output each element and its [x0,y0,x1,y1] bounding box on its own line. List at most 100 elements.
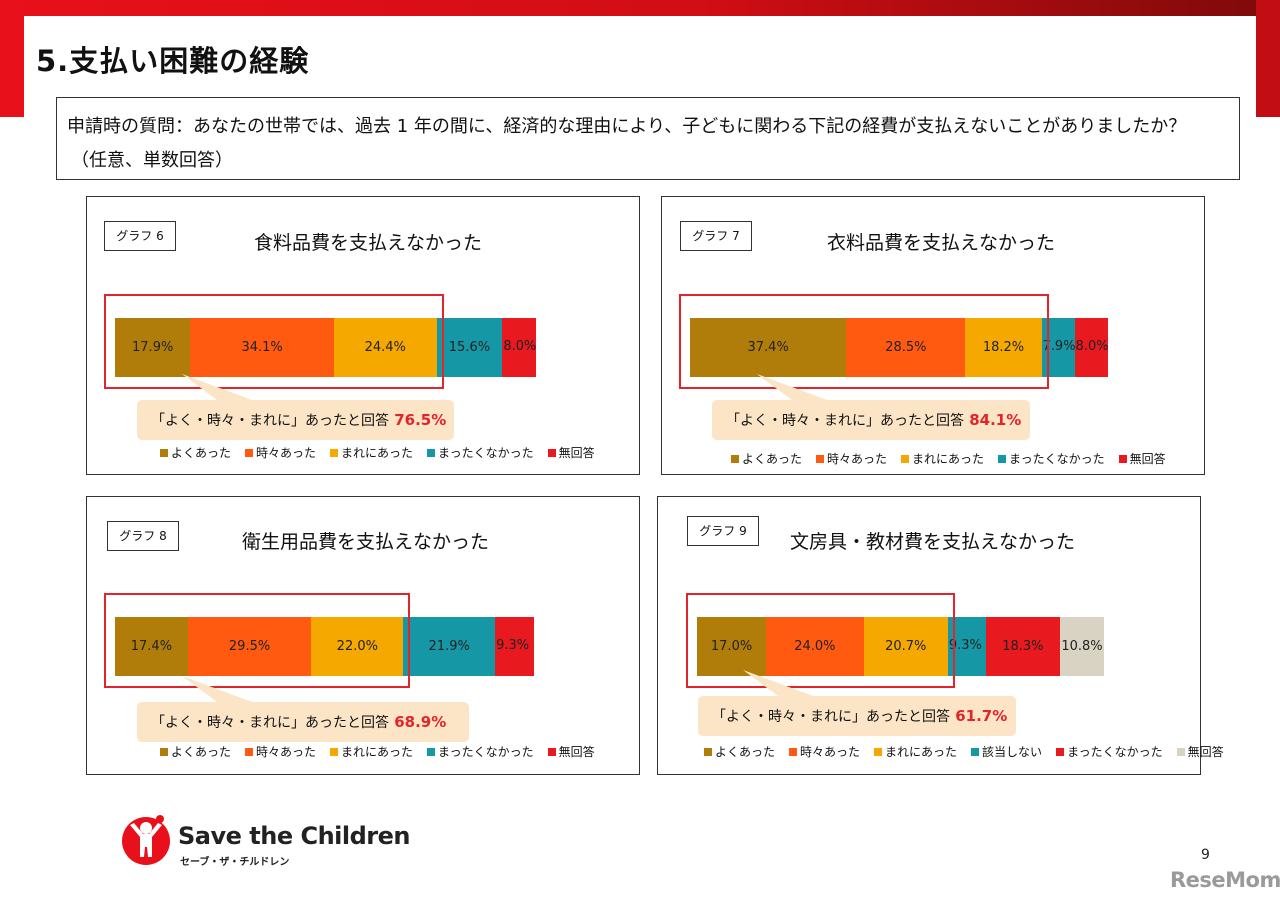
legend-label: まったくなかった [1067,745,1163,759]
bar-segment [495,617,534,676]
legend-swatch [1056,747,1065,756]
legend-swatch [874,747,883,756]
legend-item: よくあった [731,450,802,467]
legend-item: 無回答 [1176,743,1224,760]
legend-swatch [245,448,254,457]
right-accent-bar [1256,0,1280,117]
left-accent-bar [0,0,24,117]
legend-item: 無回答 [547,444,595,461]
chart-title: 文房具・教材費を支払えなかった [790,531,1076,553]
legend-swatch [816,454,825,463]
bar-segment: 18.2% [965,318,1042,377]
legend-label: まったくなかった [438,745,534,759]
legend-label: 該当しない [982,745,1043,759]
legend-label: よくあった [171,446,232,460]
legend-item: まれにあった [901,450,984,467]
page-title: 5.支払い困難の経験 [36,44,310,78]
legend-swatch [704,747,712,756]
save-the-children-logo: Save the Children セーブ・ザ・チルドレン [120,811,410,871]
legend-swatch [245,747,254,756]
graph-label: グラフ 9 [687,516,759,546]
chart-title: 食料品費を支払えなかった [254,232,483,254]
legend-label: まれにあった [912,452,985,466]
legend-item: まったくなかった [427,444,534,461]
legend-swatch [1118,454,1127,463]
question-text: 申請時の質問：あなたの世帯では、過去 1 年の間に、経済的な理由により、子どもに… [67,116,1187,137]
stacked-bar: 37.4% 28.5% 18.2% [690,318,1108,377]
legend-label: 時々あった [827,452,888,466]
legend-label: 無回答 [1129,452,1166,466]
legend-item: 時々あった [245,743,316,760]
question-box: 申請時の質問：あなたの世帯では、過去 1 年の間に、経済的な理由により、子どもに… [56,97,1240,180]
bar-segment [502,318,536,377]
legend-item: よくあった [160,444,231,461]
chart-title: 衣料品費を支払えなかった [827,232,1056,254]
callout-box: 「よく・時々・まれに」あったと回答 68.9% [137,702,469,742]
bar-segment: 17.9% [115,318,191,377]
highlight-box [679,294,1049,389]
legend-swatch [998,454,1007,463]
stacked-bar: 17.9% 34.1% 24.4% 15.6% [115,318,536,377]
bar-segment: 17.4% [115,617,188,676]
callout-text: 「よく・時々・まれに」あったと回答 [151,715,389,731]
legend-swatch [1176,747,1185,756]
legend-item: まったくなかった [1056,743,1163,760]
bar-segment: 20.7% [863,617,948,676]
chart-legend: よくあった 時々あった まれにあった 該当しない まったくなかった 無回答 [704,743,1224,760]
callout-text: 「よく・時々・まれに」あったと回答 [712,709,950,725]
legend-item: まれにあった [330,743,413,760]
logo-subtitle: セーブ・ザ・チルドレン [180,857,290,868]
callout-tail [182,374,252,400]
bar-segment: 21.9% [403,617,496,676]
legend-item: よくあった [704,743,775,760]
legend-item: 時々あった [245,444,316,461]
stacked-bar: 17.0% 24.0% 20.7% 18.3% 10.8% [697,617,1104,676]
legend-item: まったくなかった [427,743,534,760]
highlight-box [104,593,411,688]
bar-segment: 29.5% [187,617,312,676]
stacked-bar: 17.4% 29.5% 22.0% 21.9% [115,617,534,676]
highlight-box [686,593,955,688]
logo-name: Save the Children [178,822,410,850]
legend-label: 時々あった [800,745,861,759]
page-number: 9 [1201,847,1210,863]
data-label: 7.9% [1042,339,1076,354]
data-label: 9.3% [948,638,982,653]
callout-tail [757,374,827,400]
bar-segment: 15.6% [436,318,503,377]
legend-swatch [160,747,168,756]
legend-swatch [731,454,739,463]
legend-swatch [427,448,436,457]
legend-item: 時々あった [816,450,887,467]
legend-label: 無回答 [1187,745,1224,759]
bar-segment: 22.0% [311,617,404,676]
callout-value: 76.5% [389,411,447,429]
chart-legend: よくあった 時々あった まれにあった まったくなかった 無回答 [160,743,595,760]
callout-tail [743,670,813,696]
bar-segment [1074,318,1108,377]
bar-segment: 18.3% [985,617,1061,676]
legend-label: まったくなかった [438,446,534,460]
graph-label: グラフ 8 [107,521,179,551]
bar-segment: 10.8% [1060,617,1104,676]
legend-label: まれにあった [341,446,414,460]
legend-item: 無回答 [547,743,595,760]
legend-item: 該当しない [971,743,1042,760]
legend-label: まれにあった [885,745,958,759]
legend-label: 時々あった [256,446,317,460]
legend-label: 時々あった [256,745,317,759]
highlight-box [104,294,444,389]
header-bar [0,0,1280,16]
legend-item: よくあった [160,743,231,760]
callout-box: 「よく・時々・まれに」あったと回答 61.7% [698,696,1016,736]
legend-swatch [901,454,910,463]
legend-label: よくあった [171,745,232,759]
question-note: （任意、単数回答） [71,150,233,171]
legend-item: まれにあった [874,743,957,760]
legend-swatch [160,448,168,457]
chart-legend: よくあった 時々あった まれにあった まったくなかった 無回答 [731,450,1166,467]
bar-segment: 17.0% [697,617,767,676]
legend-swatch [547,448,556,457]
bar-segment: 37.4% [690,318,847,377]
legend-label: 無回答 [558,446,595,460]
